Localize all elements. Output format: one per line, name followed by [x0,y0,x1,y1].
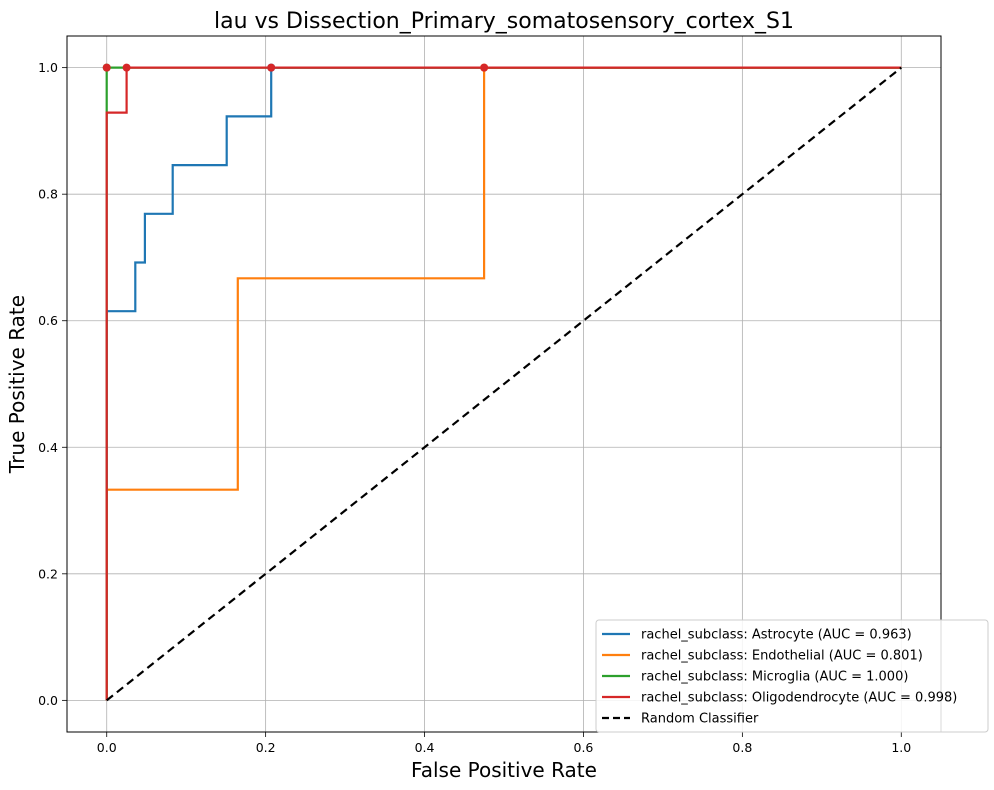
y-tick-label: 0.0 [38,693,58,708]
series-lines [105,66,902,702]
random-classifier-line [106,66,902,702]
y-axis-label: True Positive Rate [5,295,29,474]
legend-label: rachel_subclass: Microglia (AUC = 1.000) [641,670,908,685]
y-tick-label: 0.2 [38,566,58,581]
threshold-marker [480,63,489,72]
legend-label: Random Classifier [641,712,759,727]
legend-label: rachel_subclass: Endothelial (AUC = 0.80… [641,649,923,664]
legend-box [595,619,989,733]
legend-label: rachel_subclass: Astrocyte (AUC = 0.963) [641,628,912,643]
x-tick-label: 0.8 [732,740,752,755]
x-axis-label: False Positive Rate [411,758,597,782]
x-tick-label: 0.6 [574,740,594,755]
x-tick-label: 0.0 [97,740,117,755]
y-tick-label: 0.6 [38,313,58,328]
roc-curve [105,66,902,701]
chart-title: lau vs Dissection_Primary_somatosensory_… [214,9,794,34]
threshold-marker [102,63,111,72]
x-tick-label: 1.0 [891,740,911,755]
legend: rachel_subclass: Astrocyte (AUC = 0.963)… [595,619,989,733]
series-markers [102,63,489,72]
legend-label: rachel_subclass: Oligodendrocyte (AUC = … [641,691,957,706]
roc-curve [105,66,902,701]
plot-frame [66,35,942,733]
y-tick-label: 1.0 [38,60,58,75]
y-tick-label: 0.4 [38,440,58,455]
threshold-marker [122,63,131,72]
y-tick-label: 0.8 [38,187,58,202]
threshold-marker [267,63,276,72]
x-tick-label: 0.4 [415,740,435,755]
x-tick-label: 0.2 [256,740,276,755]
axis-ticks: 0.0 0.2 0.4 0.6 0.8 1.0 0.0 0.2 0.4 0.6 0.8 1.0 [38,60,911,755]
